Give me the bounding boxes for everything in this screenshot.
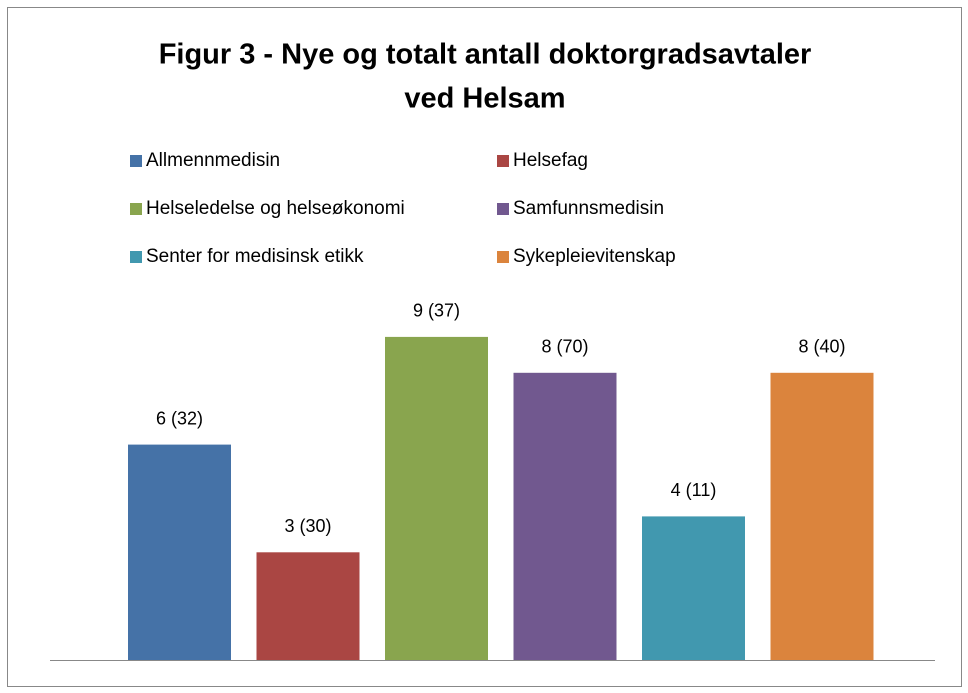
legend-label: Samfunnsmedisin	[513, 198, 664, 219]
legend-swatch	[497, 203, 509, 215]
data-label: 4 (11)	[671, 480, 717, 500]
legend-swatch	[497, 251, 509, 263]
legend-label: Sykepleievitenskap	[513, 246, 676, 267]
bar	[642, 516, 745, 660]
legend-label: Helseledelse og helseøkonomi	[146, 198, 405, 219]
legend-label: Allmennmedisin	[146, 150, 280, 171]
data-label: 6 (32)	[156, 408, 203, 428]
legend-swatch	[497, 155, 509, 167]
data-label: 8 (70)	[541, 337, 588, 357]
legend-swatch	[130, 203, 142, 215]
data-label: 9 (37)	[413, 301, 460, 321]
data-label: 3 (30)	[284, 516, 331, 536]
bar	[128, 444, 231, 660]
bar	[770, 372, 874, 660]
chart-title: ved Helsam	[404, 83, 565, 115]
bar	[513, 372, 617, 660]
bar	[256, 552, 360, 660]
legend-label: Helsefag	[513, 150, 588, 171]
chart-title: Figur 3 - Nye og totalt antall doktorgra…	[159, 39, 812, 71]
legend-label: Senter for medisinsk etikk	[146, 246, 364, 267]
data-label: 8 (40)	[798, 337, 845, 357]
legend-swatch	[130, 155, 142, 167]
bar	[385, 336, 488, 660]
legend-swatch	[130, 251, 142, 263]
